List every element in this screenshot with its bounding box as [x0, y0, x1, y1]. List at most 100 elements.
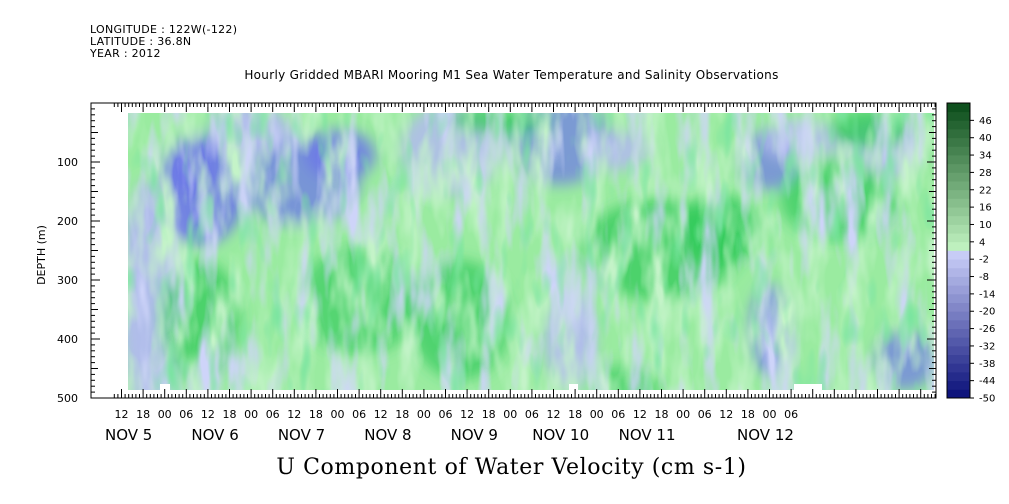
colorbar-swatch — [947, 207, 970, 217]
colorbar-label: 34 — [979, 151, 992, 162]
x-tick-label: 00 — [590, 408, 604, 421]
x-tick-label: 12 — [719, 408, 733, 421]
x-tick-label: 06 — [439, 408, 453, 421]
x-axis-label: U Component of Water Velocity (cm s-1) — [276, 455, 747, 480]
x-day-label: NOV 12 — [737, 426, 794, 444]
colorbar-swatch — [947, 155, 970, 165]
x-tick-label: 18 — [309, 408, 323, 421]
year-label: YEAR : 2012 — [90, 47, 161, 60]
colorbar-swatch — [947, 337, 970, 347]
heatmap-field — [128, 113, 934, 390]
colorbar-swatch — [947, 371, 970, 382]
x-tick-label: 12 — [374, 408, 388, 421]
colorbar-swatch — [947, 189, 970, 199]
x-tick-label: 18 — [655, 408, 669, 421]
x-tick-label: 00 — [158, 408, 172, 421]
colorbar: 46 40 34 28 22 16 10 4 -2 -8 -14 -20 -26 -32 -38 -44 -50 — [946, 102, 995, 405]
colorbar-swatch — [947, 293, 970, 303]
colorbar-label: -8 — [979, 272, 989, 283]
x-day-label: NOV 7 — [278, 426, 325, 444]
x-tick-label: 06 — [266, 408, 280, 421]
colorbar-label: -50 — [979, 394, 995, 405]
colorbar-swatch — [947, 181, 970, 191]
x-tick-label: 18 — [741, 408, 755, 421]
colorbar-label: -26 — [979, 324, 995, 335]
colorbar-label: -44 — [979, 376, 995, 387]
x-tick-label: 00 — [503, 408, 517, 421]
chart-title: Hourly Gridded MBARI Mooring M1 Sea Wate… — [244, 68, 779, 82]
colorbar-label: 28 — [979, 168, 992, 179]
colorbar-swatch — [947, 328, 970, 338]
x-tick-label: 00 — [763, 408, 777, 421]
colorbar-swatch — [947, 146, 970, 156]
colorbar-label: 16 — [979, 203, 992, 214]
x-tick-label: 00 — [676, 408, 690, 421]
x-tick-label: 18 — [136, 408, 150, 421]
x-tick-label: 12 — [115, 408, 129, 421]
colorbar-label: 22 — [979, 185, 992, 196]
colorbar-label: 40 — [979, 133, 992, 144]
y-tick-label: 500 — [57, 392, 78, 405]
y-tick-label: 100 — [57, 156, 78, 169]
colorbar-swatch — [947, 285, 970, 295]
colorbar-swatch — [947, 363, 970, 373]
colorbar-label: -14 — [979, 289, 995, 300]
x-tick-label: 18 — [482, 408, 496, 421]
plot-axes: 12 18 00 06 12 18 00 06 12 18 00 06 12 18 00 06 12 18 00 06… — [57, 102, 937, 444]
colorbar-label: -38 — [979, 359, 995, 370]
colorbar-swatch — [947, 311, 970, 321]
colorbar-swatch — [947, 259, 970, 269]
colorbar-swatch — [947, 345, 970, 356]
x-day-label: NOV 8 — [364, 426, 411, 444]
x-tick-label: 12 — [460, 408, 474, 421]
x-tick-label: 06 — [784, 408, 798, 421]
y-axis-label: DEPTH (m) — [35, 225, 48, 285]
x-day-label: NOV 11 — [619, 426, 676, 444]
colorbar-label: 4 — [979, 237, 985, 248]
colorbar-swatch — [947, 224, 970, 234]
x-day-label: NOV 5 — [105, 426, 152, 444]
colorbar-swatch — [947, 120, 970, 130]
x-tick-label: 00 — [244, 408, 258, 421]
y-tick-label: 300 — [57, 274, 78, 287]
colorbar-swatch — [947, 302, 970, 312]
y-tick-label: 200 — [57, 215, 78, 228]
x-tick-label: 00 — [331, 408, 345, 421]
colorbar-swatch — [947, 172, 970, 182]
colorbar-swatch — [947, 354, 970, 364]
colorbar-swatch — [947, 233, 970, 243]
colorbar-swatch — [947, 319, 970, 329]
colorbar-swatch — [947, 250, 970, 260]
colorbar-swatch — [947, 103, 970, 113]
heatmap-texture-green — [128, 113, 934, 390]
missing-data-gap — [569, 384, 578, 390]
colorbar-label: 10 — [979, 220, 992, 231]
x-tick-label: 06 — [179, 408, 193, 421]
x-tick-label: 18 — [395, 408, 409, 421]
colorbar-swatch — [947, 276, 970, 286]
x-tick-label: 18 — [568, 408, 582, 421]
x-tick-label: 06 — [698, 408, 712, 421]
x-tick-label: 12 — [287, 408, 301, 421]
x-tick-label: 06 — [611, 408, 625, 421]
x-tick-label: 18 — [223, 408, 237, 421]
x-tick-label: 12 — [633, 408, 647, 421]
colorbar-swatch — [947, 267, 970, 277]
colorbar-frame — [946, 102, 971, 399]
colorbar-label: -32 — [979, 341, 995, 352]
missing-data-gap — [794, 384, 822, 390]
colorbar-label: -20 — [979, 307, 995, 318]
x-day-label: NOV 9 — [451, 426, 498, 444]
colorbar-swatch — [947, 137, 970, 147]
colorbar-swatch — [947, 129, 970, 139]
longitude-label: LONGITUDE : 122W(-122) — [90, 23, 238, 36]
x-tick-label: 12 — [201, 408, 215, 421]
colorbar-swatch — [947, 389, 970, 399]
colorbar-swatch — [947, 111, 970, 121]
y-tick-label: 400 — [57, 333, 78, 346]
latitude-label: LATITUDE : 36.8N — [90, 35, 192, 48]
colorbar-swatch — [947, 163, 970, 173]
x-tick-label: 00 — [417, 408, 431, 421]
colorbar-swatch — [947, 380, 970, 390]
